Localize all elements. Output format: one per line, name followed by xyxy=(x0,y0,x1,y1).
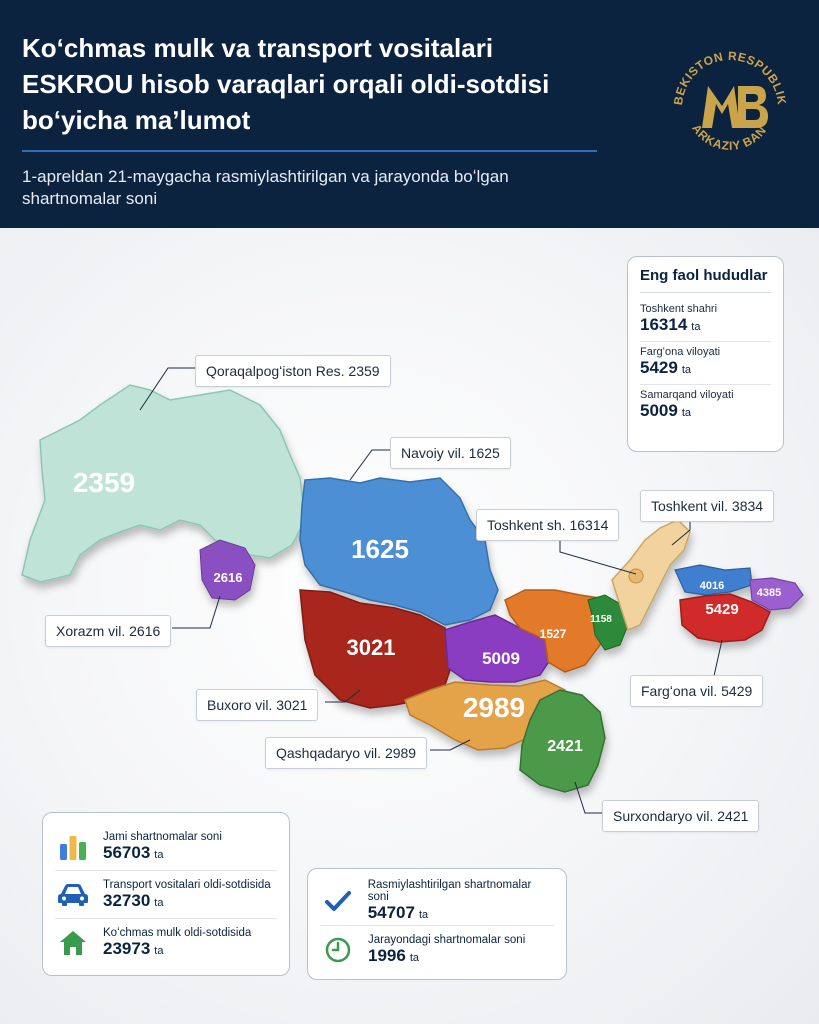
active-region-name: Toshkent shahri xyxy=(640,303,718,315)
transport-contracts-label: Transport vositalari oldi-sotdisida xyxy=(103,878,271,891)
real-estate-contracts-value: 23973 xyxy=(103,939,151,958)
bar-chart-icon xyxy=(55,832,91,862)
callout-navoiy: Navoiy vil. 1625 xyxy=(390,437,511,469)
transport-contracts-unit: ta xyxy=(154,896,164,909)
active-region-unit: ta xyxy=(681,364,692,376)
active-region-unit: ta xyxy=(681,407,692,419)
active-region-unit: ta xyxy=(691,321,701,333)
registered-contracts-value: 54707 xyxy=(367,903,415,922)
region-sirdaryo[interactable] xyxy=(587,594,629,651)
uzbekistan-map: 2359 2616 1625 3021 5009 2989 2421 1527 … xyxy=(21,384,804,793)
totals-card: Jami shartnomalar soni 56703 ta Transport… xyxy=(42,812,290,976)
registered-contracts-row: Rasmiylashtirilgan shartnomalar soni 547… xyxy=(320,877,554,925)
region-navoiy[interactable] xyxy=(299,477,499,626)
active-region-value: 5429 xyxy=(640,358,678,377)
active-region-value: 16314 xyxy=(640,315,688,334)
registered-contracts-label: Rasmiylashtirilgan shartnomalar soni xyxy=(367,879,532,903)
header-banner: Koʻchmas mulk va transport vositalari ES… xyxy=(0,0,819,228)
region-fargona[interactable] xyxy=(679,593,771,643)
total-contracts-value: 56703 xyxy=(103,842,151,862)
active-region-item: Fargʻona viloyati 5429 ta xyxy=(640,342,771,385)
pending-contracts-row: Jarayondagi shartnomalar soni 1996 ta xyxy=(320,925,554,973)
transport-contracts-value: 32730 xyxy=(103,890,151,910)
callout-fargona: Fargʻona vil. 5429 xyxy=(630,675,764,707)
map-label-namangan: 4016 xyxy=(700,580,724,592)
pending-contracts-value: 1996 xyxy=(368,945,406,965)
active-region-name: Samarqand viloyati xyxy=(640,389,734,401)
map-label-xorazm: 2616 xyxy=(214,570,243,585)
callout-surxondaryo: Surxondaryo vil. 2421 xyxy=(602,800,760,832)
map-label-qoraqalpogiston: 2359 xyxy=(73,467,135,498)
most-active-regions-title: Eng faol hududlar xyxy=(640,267,771,293)
map-label-sirdaryo: 1158 xyxy=(590,614,612,625)
callout-toshkent-shahri: Toshkent sh. 16314 xyxy=(476,509,620,541)
car-icon xyxy=(55,880,91,910)
callout-xorazm: Xorazm vil. 2616 xyxy=(45,615,172,647)
page-subtitle: 1-apreldan 21-maygacha rasmiylashtirilga… xyxy=(22,167,509,208)
status-card: Rasmiylashtirilgan shartnomalar soni 547… xyxy=(307,868,567,980)
real-estate-contracts-row: Koʻchmas mulk oldi-sotdisida 23973 ta xyxy=(55,919,277,967)
map-label-samarqand: 5009 xyxy=(482,649,520,668)
region-andijon[interactable] xyxy=(749,577,804,611)
pending-contracts-label: Jarayondagi shartnomalar soni xyxy=(368,933,526,946)
callout-qashqadaryo: Qashqadaryo vil. 2989 xyxy=(265,737,428,769)
total-contracts-unit: ta xyxy=(154,848,164,861)
region-samarqand[interactable] xyxy=(444,614,551,683)
map-label-buxoro: 3021 xyxy=(347,635,396,660)
active-region-name: Fargʻona viloyati xyxy=(640,346,721,358)
region-qoraqalpogiston[interactable] xyxy=(21,384,306,583)
real-estate-contracts-label: Koʻchmas mulk oldi-sotdisida xyxy=(103,927,252,939)
region-toshkent-shahri[interactable] xyxy=(628,568,644,584)
transport-contracts-row: Transport vositalari oldi-sotdisida 3273… xyxy=(55,871,277,919)
map-label-andijon: 4385 xyxy=(757,587,781,599)
region-jizzax[interactable] xyxy=(504,589,609,673)
checkmark-icon xyxy=(320,886,356,916)
region-toshkent-viloyati[interactable] xyxy=(611,519,691,632)
total-contracts-row: Jami shartnomalar soni 56703 ta xyxy=(55,823,277,871)
house-icon xyxy=(55,928,91,958)
registered-contracts-unit: ta xyxy=(418,909,429,921)
map-label-navoiy: 1625 xyxy=(351,534,409,564)
region-xorazm[interactable] xyxy=(199,539,256,601)
header-divider xyxy=(22,150,597,152)
callout-buxoro: Buxoro vil. 3021 xyxy=(196,689,319,721)
callout-toshkent-viloyati: Toshkent vil. 3834 xyxy=(640,490,775,522)
central-bank-logo: OʻZBEKISTON RESPUBLIKASI MARKAZIY BANKI xyxy=(668,42,788,153)
map-label-qashqadaryo: 2989 xyxy=(463,692,525,723)
most-active-regions-card: Eng faol hududlar Toshkent shahri 16314 t… xyxy=(627,256,784,452)
active-region-item: Toshkent shahri 16314 ta xyxy=(640,299,771,342)
total-contracts-label: Jami shartnomalar soni xyxy=(103,830,222,843)
active-region-value: 5009 xyxy=(640,401,678,420)
map-label-jizzax: 1527 xyxy=(540,627,567,641)
map-label-fargona: 5429 xyxy=(705,601,738,618)
clock-icon xyxy=(320,935,356,965)
pending-contracts-unit: ta xyxy=(409,951,420,964)
active-region-item: Samarqand viloyati 5009 ta xyxy=(640,385,771,427)
page-title: Koʻchmas mulk va transport vositalari ES… xyxy=(22,33,550,135)
map-label-surxondaryo: 2421 xyxy=(547,738,583,755)
logo-monogram-icon xyxy=(702,86,768,128)
real-estate-contracts-unit: ta xyxy=(154,945,164,957)
callout-qoraqalpogiston: Qoraqalpogʻiston Res. 2359 xyxy=(195,355,391,387)
